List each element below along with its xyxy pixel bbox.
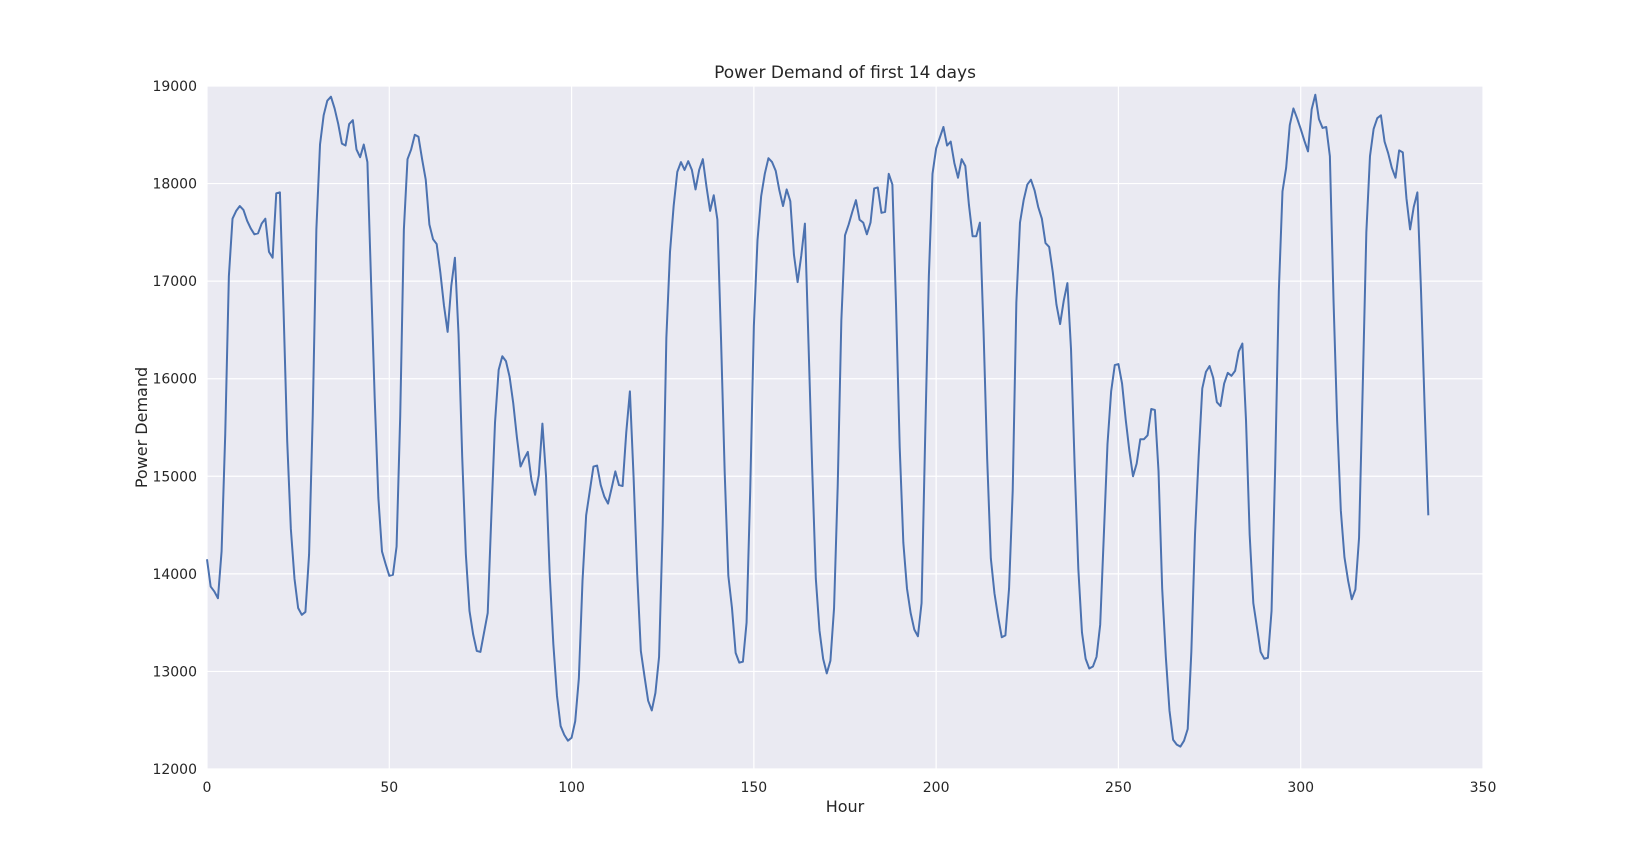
y-tick-label: 16000 [152,372,197,388]
grid-lines [206,85,1484,770]
y-tick-label: 12000 [152,762,197,778]
y-axis-label: Power Demand [132,367,151,488]
series-layer [206,93,1430,748]
y-tick-label: 15000 [152,469,197,485]
x-tick-label: 350 [1470,780,1497,796]
series-line [206,93,1430,748]
x-axis-label: Hour [826,797,865,816]
y-tick-label: 17000 [152,274,197,290]
plot-background [207,86,1483,769]
x-tick-label: 200 [923,780,950,796]
x-tick-label: 100 [558,780,585,796]
x-tick-label: 300 [1287,780,1314,796]
x-tick-label: 150 [740,780,767,796]
y-tick-label: 19000 [152,79,197,95]
y-tick-label: 18000 [152,177,197,193]
x-tick-label: 50 [380,780,398,796]
x-tick-label: 250 [1105,780,1132,796]
y-tick-label: 14000 [152,567,197,583]
x-tick-label: 0 [203,780,212,796]
x-tick-labels: 0 50 100 150 200 250 300 350 [203,780,1497,796]
y-tick-label: 13000 [152,664,197,680]
y-tick-labels: 12000 13000 14000 15000 16000 17000 18000 19000 [152,79,197,778]
chart-title: Power Demand of first 14 days [714,63,976,83]
